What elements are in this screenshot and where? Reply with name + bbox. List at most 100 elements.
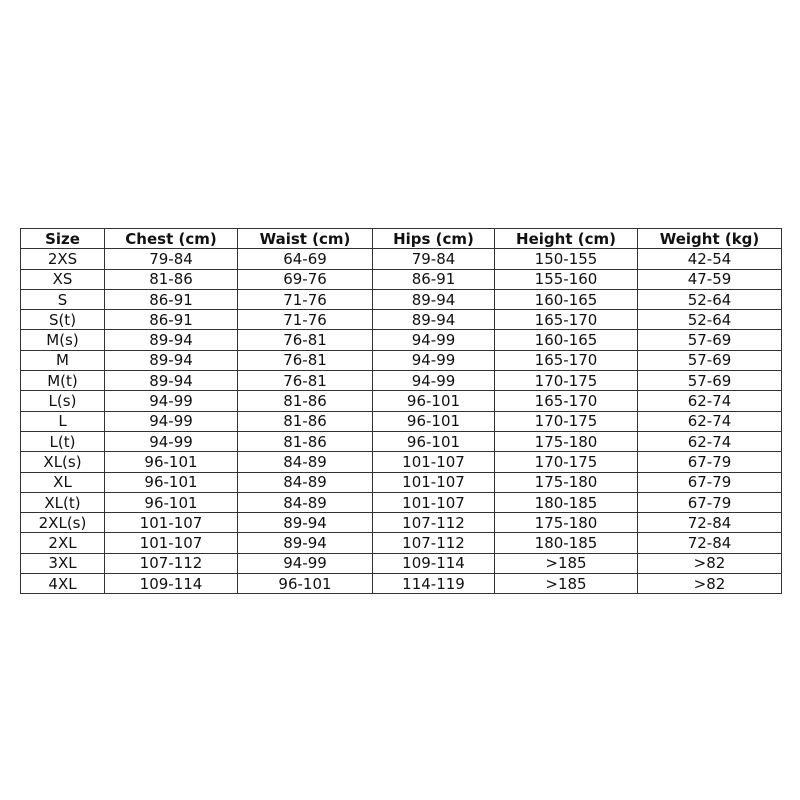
cell-chest: 101-107 bbox=[104, 532, 238, 554]
cell-height: 165-170 bbox=[494, 390, 638, 412]
cell-size: L(s) bbox=[20, 390, 105, 412]
cell-waist: 81-86 bbox=[237, 410, 373, 432]
cell-size: L(t) bbox=[20, 430, 105, 453]
column-header-height: Height (cm) bbox=[494, 227, 638, 250]
cell-height: 160-165 bbox=[494, 288, 638, 311]
cell-waist: 64-69 bbox=[237, 248, 373, 270]
cell-size: S bbox=[20, 288, 105, 311]
cell-waist: 71-76 bbox=[237, 309, 373, 331]
cell-hips: 107-112 bbox=[372, 512, 495, 534]
cell-height: 150-155 bbox=[494, 248, 638, 270]
cell-waist: 84-89 bbox=[237, 491, 373, 514]
cell-waist: 84-89 bbox=[237, 451, 373, 473]
cell-size: 3XL bbox=[20, 552, 105, 575]
cell-weight: 57-69 bbox=[637, 329, 782, 351]
header-row: Size Chest (cm) Waist (cm) Hips (cm) Height … bbox=[20, 227, 782, 250]
cell-hips: 94-99 bbox=[372, 329, 495, 351]
column-header-size: Size bbox=[20, 227, 105, 250]
cell-height: 160-165 bbox=[494, 329, 638, 351]
cell-weight: 72-84 bbox=[637, 512, 782, 534]
table-row: XL(t) 96-101 84-89 101-107 180-185 67-79 bbox=[20, 491, 782, 514]
cell-waist: 89-94 bbox=[237, 532, 373, 554]
cell-weight: 52-64 bbox=[637, 288, 782, 311]
table-row: XL(s) 96-101 84-89 101-107 170-175 67-79 bbox=[20, 451, 782, 473]
cell-chest: 89-94 bbox=[104, 370, 238, 392]
cell-size: XL bbox=[20, 471, 105, 493]
cell-size: M(s) bbox=[20, 329, 105, 351]
cell-weight: >82 bbox=[637, 552, 782, 575]
cell-height: 180-185 bbox=[494, 491, 638, 514]
table-row: 2XS 79-84 64-69 79-84 150-155 42-54 bbox=[20, 248, 782, 270]
table-row: XS 81-86 69-76 86-91 155-160 47-59 bbox=[20, 268, 782, 290]
cell-hips: 96-101 bbox=[372, 430, 495, 453]
cell-hips: 109-114 bbox=[372, 552, 495, 575]
table-row: L(s) 94-99 81-86 96-101 165-170 62-74 bbox=[20, 390, 782, 412]
table-row: S 86-91 71-76 89-94 160-165 52-64 bbox=[20, 288, 782, 311]
cell-chest: 94-99 bbox=[104, 410, 238, 432]
column-header-weight: Weight (kg) bbox=[637, 227, 782, 250]
cell-hips: 107-112 bbox=[372, 532, 495, 554]
cell-chest: 89-94 bbox=[104, 329, 238, 351]
cell-waist: 94-99 bbox=[237, 552, 373, 575]
cell-waist: 84-89 bbox=[237, 471, 373, 493]
cell-height: 170-175 bbox=[494, 410, 638, 432]
cell-size: 2XL(s) bbox=[20, 512, 105, 534]
cell-weight: >82 bbox=[637, 573, 782, 595]
cell-weight: 67-79 bbox=[637, 491, 782, 514]
table-body: 2XS 79-84 64-69 79-84 150-155 42-54 XS 81-86 69-… bbox=[20, 248, 782, 595]
table-row: 2XL 101-107 89-94 107-112 180-185 72-84 bbox=[20, 532, 782, 554]
table-row: M(t) 89-94 76-81 94-99 170-175 57-69 bbox=[20, 370, 782, 392]
cell-hips: 101-107 bbox=[372, 451, 495, 473]
cell-chest: 86-91 bbox=[104, 288, 238, 311]
column-header-hips: Hips (cm) bbox=[372, 227, 495, 250]
cell-hips: 96-101 bbox=[372, 410, 495, 432]
cell-size: XL(s) bbox=[20, 451, 105, 473]
cell-weight: 62-74 bbox=[637, 390, 782, 412]
cell-hips: 89-94 bbox=[372, 309, 495, 331]
cell-weight: 57-69 bbox=[637, 370, 782, 392]
cell-hips: 94-99 bbox=[372, 370, 495, 392]
cell-hips: 94-99 bbox=[372, 349, 495, 372]
cell-size: 2XS bbox=[20, 248, 105, 270]
cell-chest: 94-99 bbox=[104, 390, 238, 412]
cell-waist: 69-76 bbox=[237, 268, 373, 290]
cell-height: >185 bbox=[494, 552, 638, 575]
cell-size: M bbox=[20, 349, 105, 372]
cell-chest: 101-107 bbox=[104, 512, 238, 534]
cell-chest: 94-99 bbox=[104, 430, 238, 453]
table-row: M 89-94 76-81 94-99 165-170 57-69 bbox=[20, 349, 782, 372]
cell-chest: 96-101 bbox=[104, 471, 238, 493]
column-header-waist: Waist (cm) bbox=[237, 227, 373, 250]
cell-height: 170-175 bbox=[494, 370, 638, 392]
cell-size: S(t) bbox=[20, 309, 105, 331]
table-row: 3XL 107-112 94-99 109-114 >185 >82 bbox=[20, 552, 782, 575]
cell-waist: 76-81 bbox=[237, 349, 373, 372]
cell-waist: 81-86 bbox=[237, 390, 373, 412]
cell-hips: 86-91 bbox=[372, 268, 495, 290]
cell-size: 2XL bbox=[20, 532, 105, 554]
cell-weight: 42-54 bbox=[637, 248, 782, 270]
cell-weight: 47-59 bbox=[637, 268, 782, 290]
cell-hips: 96-101 bbox=[372, 390, 495, 412]
cell-hips: 114-119 bbox=[372, 573, 495, 595]
cell-chest: 89-94 bbox=[104, 349, 238, 372]
cell-height: 175-180 bbox=[494, 430, 638, 453]
cell-chest: 96-101 bbox=[104, 491, 238, 514]
cell-waist: 89-94 bbox=[237, 512, 373, 534]
cell-chest: 109-114 bbox=[104, 573, 238, 595]
column-header-chest: Chest (cm) bbox=[104, 227, 238, 250]
cell-chest: 79-84 bbox=[104, 248, 238, 270]
cell-waist: 81-86 bbox=[237, 430, 373, 453]
cell-height: 165-170 bbox=[494, 309, 638, 331]
cell-size: M(t) bbox=[20, 370, 105, 392]
cell-weight: 72-84 bbox=[637, 532, 782, 554]
table-row: L(t) 94-99 81-86 96-101 175-180 62-74 bbox=[20, 430, 782, 453]
cell-weight: 57-69 bbox=[637, 349, 782, 372]
size-chart-table: Size Chest (cm) Waist (cm) Hips (cm) Height … bbox=[20, 227, 782, 595]
cell-size: 4XL bbox=[20, 573, 105, 595]
cell-height: 165-170 bbox=[494, 349, 638, 372]
table-row: L 94-99 81-86 96-101 170-175 62-74 bbox=[20, 410, 782, 432]
cell-waist: 96-101 bbox=[237, 573, 373, 595]
cell-hips: 79-84 bbox=[372, 248, 495, 270]
cell-chest: 86-91 bbox=[104, 309, 238, 331]
